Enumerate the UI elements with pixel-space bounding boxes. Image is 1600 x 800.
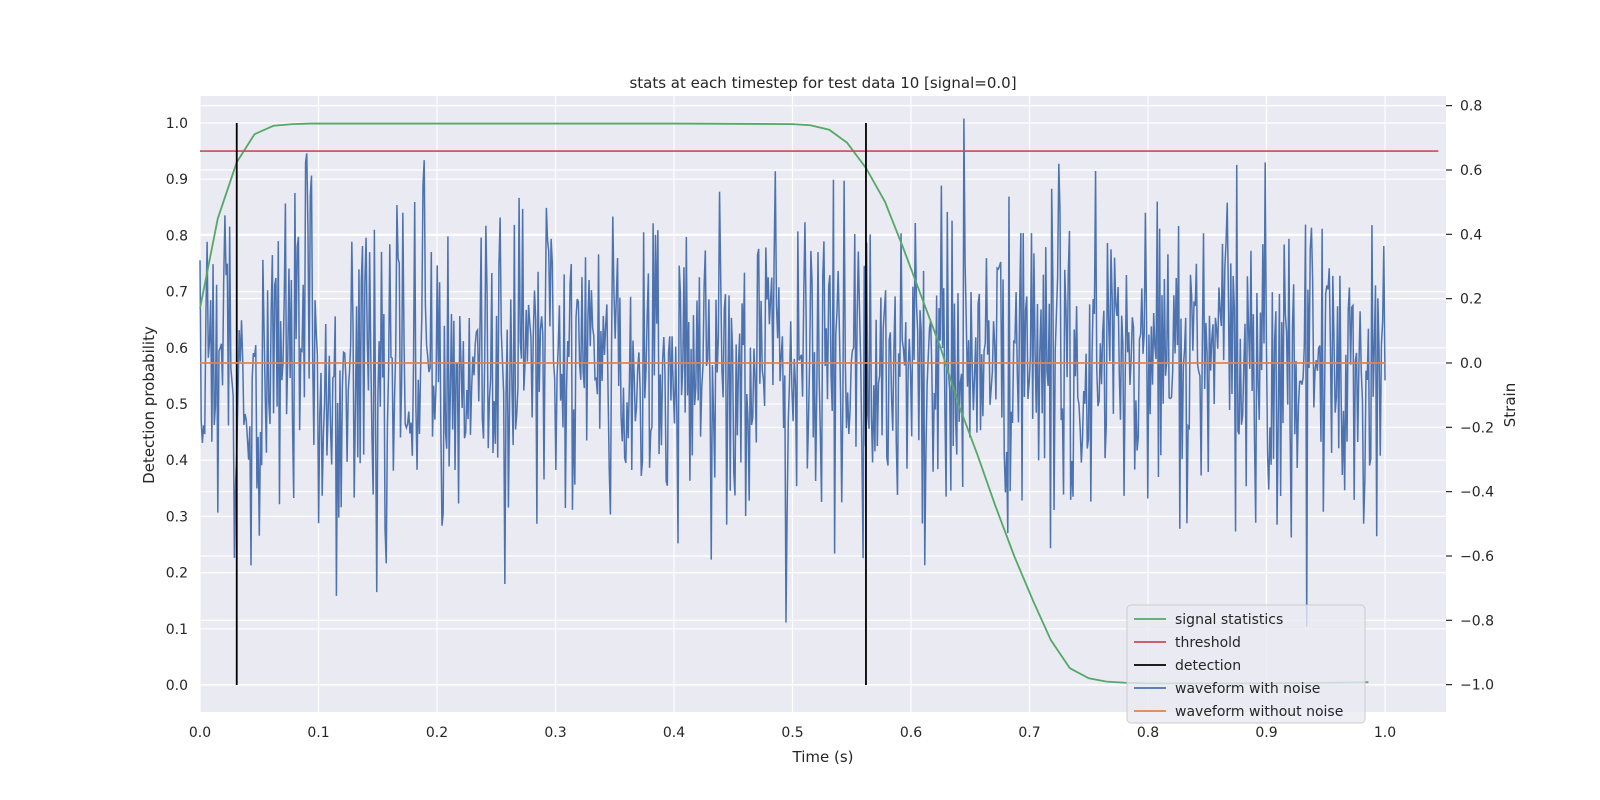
y-axis-title-left: Detection probability xyxy=(140,326,158,484)
y-tick-label-left: 0.5 xyxy=(166,397,188,413)
y-axis-title-right: Strain xyxy=(1501,383,1519,427)
x-tick-label: 0.7 xyxy=(1018,725,1040,741)
x-tick-label: 1.0 xyxy=(1374,725,1396,741)
y-tick-label-right: 0.6 xyxy=(1460,163,1482,179)
x-tick-label: 0.3 xyxy=(544,725,566,741)
y-tick-label-left: 0.1 xyxy=(166,622,188,638)
y-tick-label-right: 0.8 xyxy=(1460,99,1482,115)
legend-label: signal statistics xyxy=(1175,612,1283,628)
x-tick-label: 0.9 xyxy=(1255,725,1277,741)
legend-box xyxy=(1126,604,1366,724)
y-tick-label-left: 0.9 xyxy=(166,172,188,188)
x-tick-label: 0.0 xyxy=(189,725,211,741)
legend-label: detection xyxy=(1175,658,1241,674)
x-tick-label: 0.5 xyxy=(781,725,803,741)
series-layer xyxy=(199,118,1439,686)
legend-label: waveform without noise xyxy=(1175,704,1343,720)
x-tick-label: 0.4 xyxy=(663,725,685,741)
y-tick-label-left: 1.0 xyxy=(166,116,188,132)
x-tick-label: 0.1 xyxy=(307,725,329,741)
y-tick-label-left: 0.7 xyxy=(166,285,188,301)
legend: signal statistics threshold detection wavef… xyxy=(1126,604,1366,724)
y-tick-label-right: −0.6 xyxy=(1460,549,1494,565)
y-tick-label-right: 0.0 xyxy=(1460,356,1482,372)
legend-label: waveform with noise xyxy=(1175,681,1320,697)
y-tick-label-right: −0.4 xyxy=(1460,485,1494,501)
x-tick-label: 0.8 xyxy=(1137,725,1159,741)
y-tick-label-right: −1.0 xyxy=(1460,678,1494,694)
y-tick-label-left: 0.2 xyxy=(166,566,188,582)
x-tick-label: 0.2 xyxy=(426,725,448,741)
y-tick-label-left: 0.8 xyxy=(166,228,188,244)
series-signal-statistics xyxy=(199,122,1369,685)
chart-title: stats at each timestep for test data 10 … xyxy=(629,74,1016,92)
y-tick-label-left: 0.3 xyxy=(166,509,188,525)
y-tick-label-right: 0.2 xyxy=(1460,292,1482,308)
y-tick-label-left: 0.6 xyxy=(166,341,188,357)
axes: 0.0 0.1 0.2 0.3 0.4 0.5 0.6 0.7 0.8 0.9 1.0 0.0 0.1 0… xyxy=(166,99,1494,741)
series-waveform-with-noise xyxy=(199,118,1386,627)
y-tick-label-right: −0.2 xyxy=(1460,420,1494,436)
x-tick-label: 0.6 xyxy=(900,725,922,741)
y-tick-label-right: 0.4 xyxy=(1460,227,1482,243)
x-axis-title: Time (s) xyxy=(792,748,854,766)
y-tick-label-left: 0.0 xyxy=(166,678,188,694)
y-tick-label-right: −0.8 xyxy=(1460,613,1494,629)
legend-label: threshold xyxy=(1175,635,1241,651)
y-tick-label-left: 0.4 xyxy=(166,453,188,469)
